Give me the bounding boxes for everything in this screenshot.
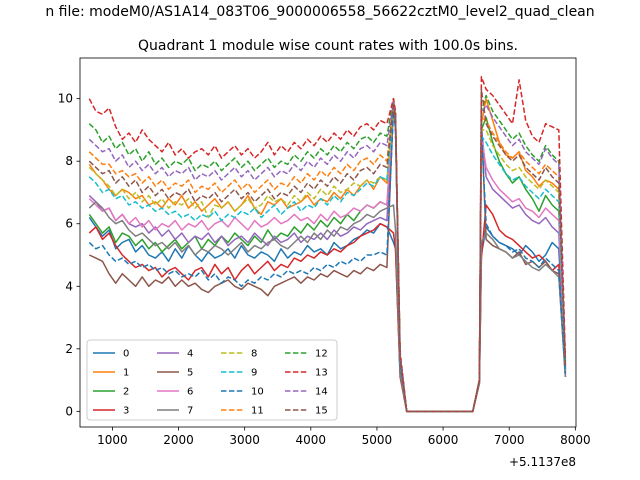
figure-suptitle: n file: modeM0/AS1A14_083T06_9000006558_…: [45, 4, 594, 20]
x-tick-label: 8000: [560, 433, 591, 447]
y-tick-label: 2: [65, 342, 73, 356]
legend-label-14: 14: [315, 387, 328, 398]
legend-label-7: 7: [187, 406, 193, 417]
series-line-6: [88, 104, 567, 413]
x-tick-label: 5000: [362, 433, 393, 447]
series-line-2: [88, 104, 567, 413]
x-offset-text: +5.1137e8: [509, 455, 576, 469]
chart-title: Quadrant 1 module wise count rates with …: [138, 38, 518, 54]
y-tick-label: 0: [65, 404, 73, 418]
y-tick-label: 4: [65, 279, 73, 293]
axes-frame: [79, 57, 577, 428]
series-line-8: [88, 107, 567, 413]
legend-label-1: 1: [123, 368, 129, 379]
x-tick-label: 6000: [428, 433, 459, 447]
y-tick-label: 6: [65, 217, 73, 231]
x-tick-label: 2000: [163, 433, 194, 447]
legend-label-4: 4: [187, 349, 193, 360]
legend-label-5: 5: [187, 368, 193, 379]
legend-label-10: 10: [251, 387, 264, 398]
series-line-3: [88, 204, 567, 413]
series-line-15: [88, 88, 567, 413]
series-line-13: [88, 76, 567, 413]
legend-label-2: 2: [123, 387, 129, 398]
x-tick-label: 3000: [229, 433, 260, 447]
y-tick-label: 8: [65, 154, 73, 168]
legend-label-15: 15: [315, 406, 328, 417]
legend-label-3: 3: [123, 406, 129, 417]
legend-label-11: 11: [251, 406, 264, 417]
series-line-10: [88, 110, 567, 413]
series-line-5: [88, 101, 567, 413]
series-line-7: [88, 201, 567, 413]
legend-label-9: 9: [251, 368, 257, 379]
legend-label-6: 6: [187, 387, 193, 398]
legend-label-13: 13: [315, 368, 328, 379]
x-tick-label: 7000: [494, 433, 525, 447]
legend-label-8: 8: [251, 349, 257, 360]
y-tick-label: 10: [58, 92, 73, 106]
x-tick-label: 4000: [296, 433, 327, 447]
plot-area: 1000 2000 3000 4000 5000 6000 7000 80000246810+…: [58, 57, 591, 469]
series-line-11: [88, 101, 567, 413]
legend-label-0: 0: [123, 349, 129, 360]
series-lines: [88, 76, 567, 413]
x-tick-label: 1000: [97, 433, 128, 447]
legend-label-12: 12: [315, 349, 328, 360]
legend-box: [86, 339, 338, 421]
